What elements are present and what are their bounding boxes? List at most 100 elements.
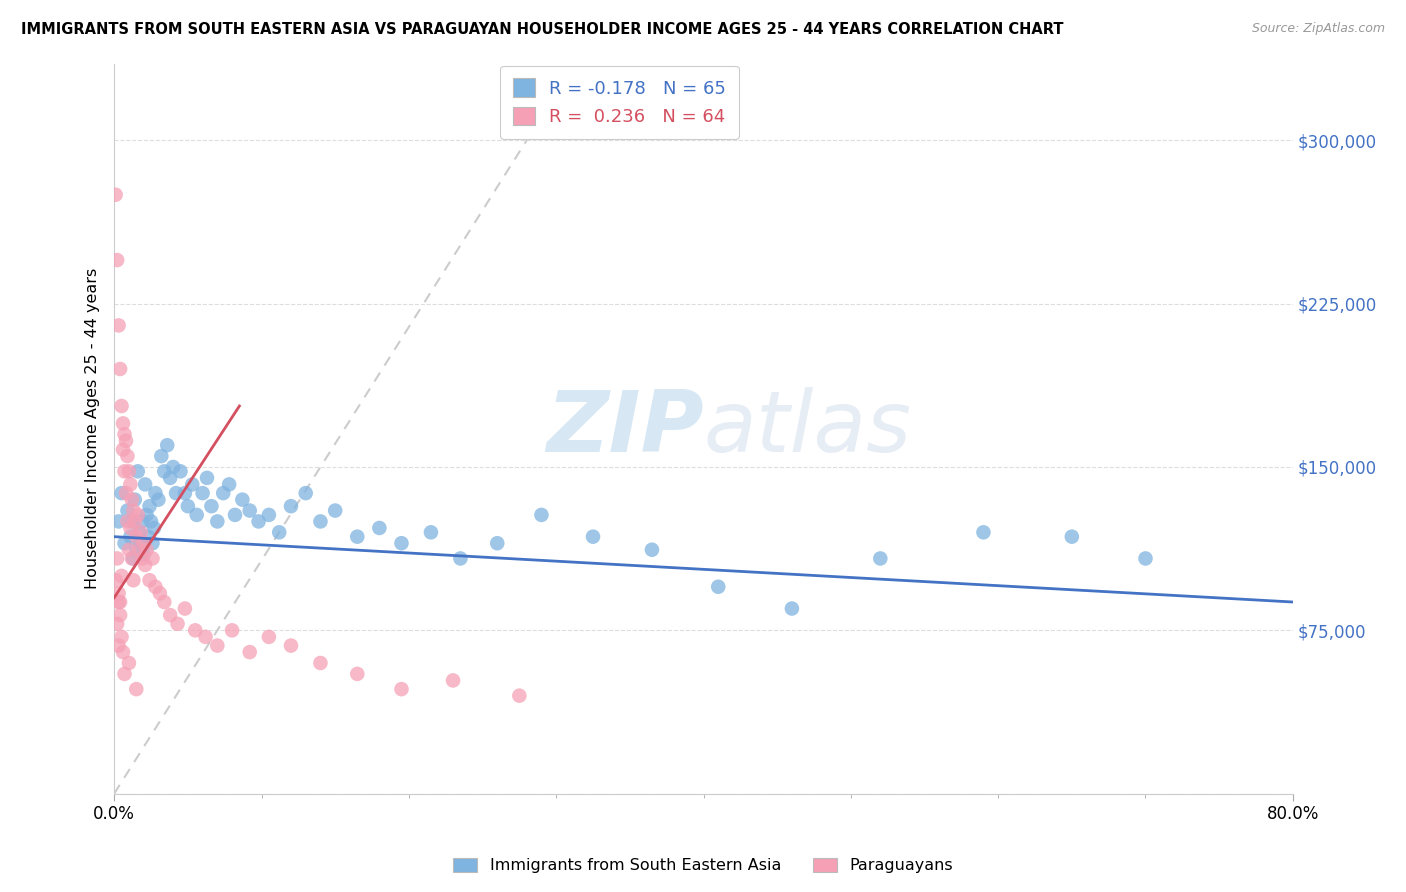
Point xyxy=(346,530,368,544)
Point xyxy=(309,656,332,670)
Point xyxy=(131,515,153,529)
Point xyxy=(257,630,280,644)
Point xyxy=(169,464,191,478)
Point xyxy=(156,438,179,452)
Point xyxy=(186,508,208,522)
Point xyxy=(108,608,131,623)
Point xyxy=(391,682,413,697)
Point xyxy=(138,573,160,587)
Point xyxy=(125,682,148,697)
Point xyxy=(138,499,160,513)
Point xyxy=(174,486,197,500)
Point xyxy=(128,542,150,557)
Point xyxy=(107,595,129,609)
Point xyxy=(114,536,136,550)
Point xyxy=(115,434,138,448)
Point xyxy=(107,639,129,653)
Point xyxy=(134,558,156,572)
Point xyxy=(420,525,443,540)
Point xyxy=(118,542,141,557)
Text: IMMIGRANTS FROM SOUTH EASTERN ASIA VS PARAGUAYAN HOUSEHOLDER INCOME AGES 25 - 44: IMMIGRANTS FROM SOUTH EASTERN ASIA VS PA… xyxy=(21,22,1063,37)
Point xyxy=(141,551,163,566)
Point xyxy=(105,551,128,566)
Point xyxy=(120,477,142,491)
Point xyxy=(139,515,162,529)
Point xyxy=(108,595,131,609)
Point xyxy=(239,645,262,659)
Legend: R = -0.178   N = 65, R =  0.236   N = 64: R = -0.178 N = 65, R = 0.236 N = 64 xyxy=(501,66,738,139)
Point xyxy=(121,551,143,566)
Point xyxy=(134,477,156,491)
Point xyxy=(184,624,207,638)
Point xyxy=(105,253,128,268)
Point xyxy=(121,492,143,507)
Point xyxy=(131,551,153,566)
Point xyxy=(114,464,136,478)
Point xyxy=(1060,530,1083,544)
Point xyxy=(127,464,149,478)
Point xyxy=(641,542,664,557)
Point xyxy=(114,666,136,681)
Point xyxy=(707,580,730,594)
Point xyxy=(145,580,167,594)
Point xyxy=(391,536,413,550)
Point xyxy=(181,477,204,491)
Point xyxy=(125,530,148,544)
Point xyxy=(120,521,142,535)
Point xyxy=(122,551,145,566)
Point xyxy=(112,645,135,659)
Point xyxy=(257,508,280,522)
Point xyxy=(582,530,605,544)
Point xyxy=(132,547,155,561)
Y-axis label: Householder Income Ages 25 - 44 years: Householder Income Ages 25 - 44 years xyxy=(86,268,100,590)
Point xyxy=(247,515,270,529)
Point xyxy=(239,503,262,517)
Point xyxy=(110,399,132,413)
Point xyxy=(231,492,253,507)
Point xyxy=(121,515,143,529)
Point xyxy=(125,542,148,557)
Point xyxy=(221,624,243,638)
Point xyxy=(153,595,176,609)
Point xyxy=(104,573,127,587)
Point xyxy=(129,536,152,550)
Point xyxy=(177,499,200,513)
Point xyxy=(107,586,129,600)
Point xyxy=(486,536,509,550)
Point xyxy=(124,515,146,529)
Point xyxy=(117,449,139,463)
Point xyxy=(124,492,146,507)
Point xyxy=(191,486,214,500)
Point xyxy=(323,503,346,517)
Point xyxy=(117,515,139,529)
Point xyxy=(110,486,132,500)
Text: ZIP: ZIP xyxy=(546,387,703,470)
Point xyxy=(148,492,170,507)
Point xyxy=(159,471,181,485)
Point xyxy=(269,525,291,540)
Legend: Immigrants from South Eastern Asia, Paraguayans: Immigrants from South Eastern Asia, Para… xyxy=(446,851,960,880)
Point xyxy=(108,362,131,376)
Point xyxy=(194,630,217,644)
Point xyxy=(294,486,316,500)
Point xyxy=(280,639,302,653)
Point xyxy=(218,477,240,491)
Point xyxy=(174,601,197,615)
Point xyxy=(280,499,302,513)
Point xyxy=(153,464,176,478)
Point xyxy=(200,499,222,513)
Point xyxy=(212,486,235,500)
Point xyxy=(114,427,136,442)
Point xyxy=(1135,551,1157,566)
Point xyxy=(530,508,553,522)
Point xyxy=(143,521,166,535)
Point xyxy=(132,536,155,550)
Point xyxy=(110,569,132,583)
Point xyxy=(112,417,135,431)
Point xyxy=(120,530,142,544)
Point xyxy=(122,503,145,517)
Point xyxy=(117,503,139,517)
Point xyxy=(105,616,128,631)
Point xyxy=(112,442,135,457)
Point xyxy=(368,521,391,535)
